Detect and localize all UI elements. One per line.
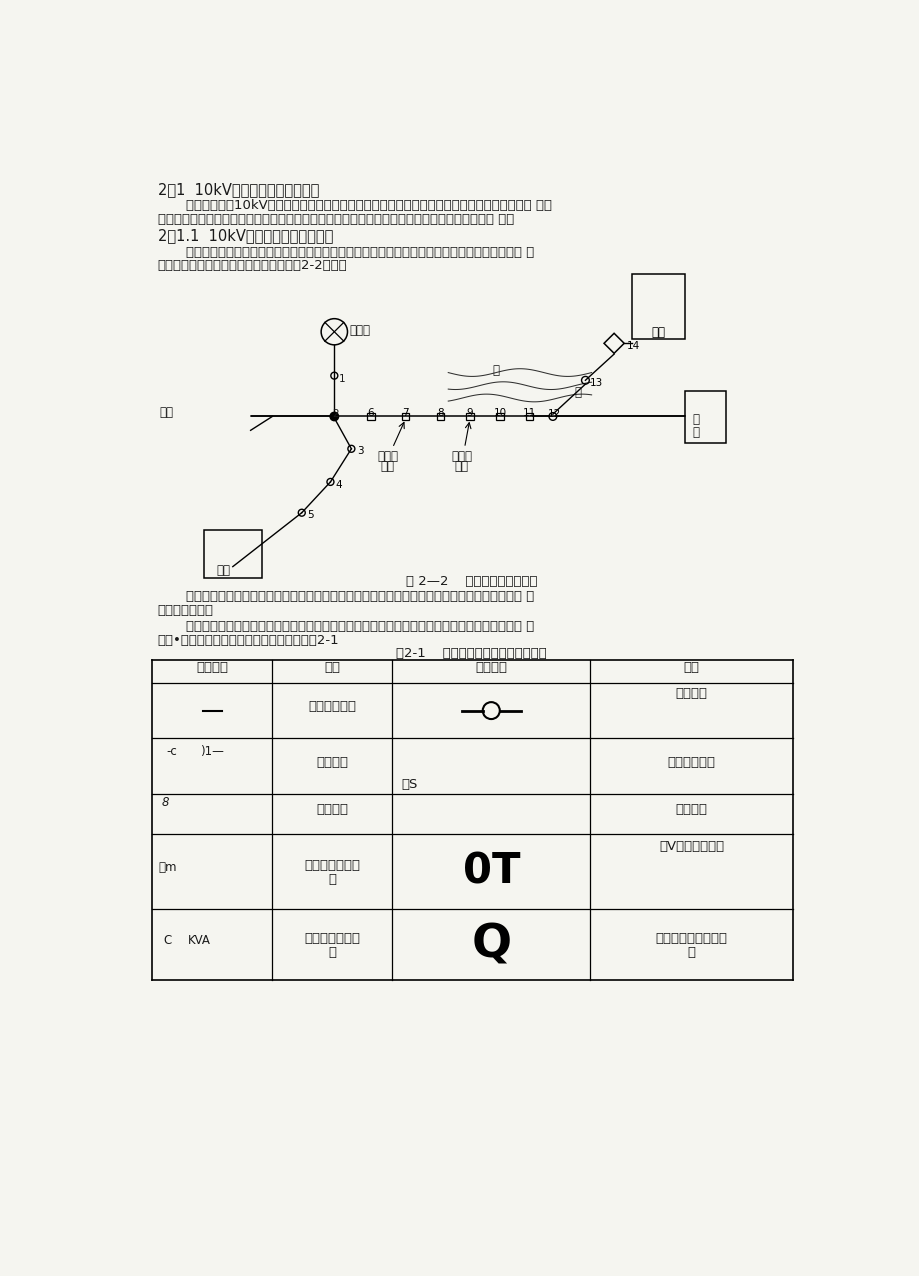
Text: 双横担杆: 双横担杆 — [316, 755, 348, 768]
Text: 在架空电力线路工程图中，需要用相应的图形符号，将架空线路中使用的电杆、导线、拉线等表 示: 在架空电力线路工程图中，需要用相应的图形符号，将架空线路中使用的电杆、导线、拉线… — [186, 620, 533, 633]
Text: 本章主要介绍10kV以下架空线路工程识图，架空线路结构组成，架空线路常用材料规格以及架 空线: 本章主要介绍10kV以下架空线路工程识图，架空线路结构组成，架空线路常用材料规格… — [186, 199, 550, 212]
Text: 厂: 厂 — [692, 412, 698, 426]
Text: 0T: 0T — [462, 851, 519, 892]
Text: 3: 3 — [357, 447, 363, 457]
Text: 厂房: 厂房 — [651, 327, 664, 339]
Text: 12: 12 — [547, 408, 561, 419]
Text: 6: 6 — [367, 408, 374, 419]
Text: 线施工形式。架空线路的工程平面图如图2-2所示。: 线施工形式。架空线路的工程平面图如图2-2所示。 — [157, 259, 347, 272]
Text: 单横担: 单横担 — [377, 449, 398, 463]
Circle shape — [330, 412, 338, 421]
Text: 电杆: 电杆 — [380, 461, 394, 473]
Text: 电杆: 电杆 — [454, 461, 468, 473]
Text: 表2-1    架空线路工程图常用图形符号: 表2-1 架空线路工程图常用图形符号 — [396, 647, 546, 661]
Text: 杆: 杆 — [328, 873, 336, 886]
Text: 杆上规划设计的变电: 杆上规划设计的变电 — [655, 931, 727, 946]
Bar — [437, 412, 444, 420]
Text: 拉线一般付号: 拉线一般付号 — [667, 755, 715, 768]
Text: 9: 9 — [466, 408, 472, 419]
Text: 单接腿杆: 单接腿杆 — [316, 804, 348, 817]
Text: 2: 2 — [332, 408, 338, 419]
Text: 所: 所 — [328, 946, 336, 958]
Bar — [631, 274, 684, 339]
Text: KVA: KVA — [187, 934, 210, 947]
Text: 13: 13 — [589, 378, 603, 388]
Text: 10: 10 — [494, 408, 506, 419]
Text: 14: 14 — [626, 341, 639, 351]
Text: 双横担: 双横担 — [450, 449, 471, 463]
Bar — [685, 390, 725, 444]
Text: 利用标准图集。: 利用标准图集。 — [157, 605, 213, 618]
Bar — [495, 412, 504, 420]
Text: 有V形拉线的电杆: 有V形拉线的电杆 — [658, 840, 723, 852]
Text: 出来•架空电力线路工程图常用图形符号见表2-1: 出来•架空电力线路工程图常用图形符号见表2-1 — [157, 634, 339, 647]
Bar — [525, 412, 533, 420]
Text: 图 2—2    架空线路工程平面图: 图 2—2 架空线路工程平面图 — [405, 575, 537, 588]
Text: 图形符号: 图形符号 — [475, 661, 506, 674]
Text: 架空线路是用电杆将导线悬空架设、直接向用户供电的电力配电线路。它是常见的一种配电线路 外: 架空线路是用电杆将导线悬空架设、直接向用户供电的电力配电线路。它是常见的一种配电… — [186, 245, 533, 259]
Text: 流: 流 — [574, 387, 581, 399]
Text: 5: 5 — [307, 510, 313, 521]
Text: 变电所: 变电所 — [349, 324, 370, 337]
Text: -c: -c — [166, 745, 176, 758]
Text: C: C — [163, 934, 171, 947]
Text: 拉线: 拉线 — [159, 406, 173, 419]
Text: 电杆一般符号: 电杆一般符号 — [308, 701, 356, 713]
Text: 11: 11 — [522, 408, 536, 419]
Text: Q: Q — [471, 923, 511, 967]
Text: 8: 8 — [437, 408, 443, 419]
Text: )1—: )1— — [200, 745, 224, 758]
Text: 所: 所 — [686, 946, 695, 958]
Text: 双接腿杆: 双接腿杆 — [675, 804, 707, 817]
Text: 图形符号: 图形符号 — [196, 661, 228, 674]
Text: 或S: 或S — [402, 778, 417, 791]
Bar — [402, 412, 409, 420]
Text: 2．1.1  10kV以下架空线路工程识图: 2．1.1 10kV以下架空线路工程识图 — [157, 228, 333, 244]
Text: 4: 4 — [335, 480, 342, 490]
Bar — [204, 531, 262, 578]
Text: 有高桩拉线的电: 有高桩拉线的电 — [304, 859, 360, 872]
Bar — [367, 412, 374, 420]
Text: 说明: 说明 — [324, 661, 340, 674]
Text: 规划设计的变电: 规划设计的变电 — [304, 931, 360, 946]
Text: 或m: 或m — [158, 861, 176, 874]
Text: 路安装工艺流程，架空线路施工质量标准，架空线路预算的编制方法。首先了解架空线路图的识 读。: 路安装工艺流程，架空线路施工质量标准，架空线路预算的编制方法。首先了解架空线路图… — [157, 213, 514, 226]
Text: 说明: 说明 — [683, 661, 698, 674]
Text: 架空线路工程设计所提供的图纸通常是只有架空线路平面位置图与电杆型图，至于其有关安装图 多: 架空线路工程设计所提供的图纸通常是只有架空线路平面位置图与电杆型图，至于其有关安… — [186, 591, 533, 604]
Text: 2．1  10kV以下架空线路基础知识: 2．1 10kV以下架空线路基础知识 — [157, 182, 319, 198]
Text: 河: 河 — [492, 364, 499, 378]
Bar — [466, 412, 473, 420]
Text: 房: 房 — [692, 426, 698, 439]
Text: 7: 7 — [402, 408, 408, 419]
Text: 单横担杆: 单横担杆 — [675, 688, 707, 701]
Text: 1: 1 — [338, 374, 346, 384]
Text: 8: 8 — [162, 796, 169, 809]
Text: 厂房: 厂房 — [216, 564, 231, 577]
